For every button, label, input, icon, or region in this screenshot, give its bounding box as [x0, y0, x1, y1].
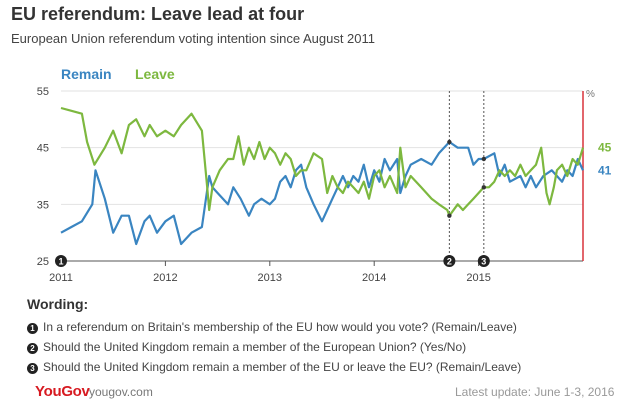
y-tick-label-35: 35: [37, 199, 49, 211]
wording-number-2: 2: [27, 343, 38, 354]
x-tick-label-2011: 2011: [49, 272, 73, 284]
question-marker-1: [55, 255, 67, 267]
x-tick-label-2012: 2012: [153, 272, 177, 284]
legend-remain: Remain: [61, 66, 112, 82]
wording-text-1: In a referendum on Britain's membership …: [43, 320, 517, 334]
wording-text-3: Should the United Kingdom remain a membe…: [43, 360, 522, 374]
question-marker-label-3: 3: [481, 257, 486, 267]
chart-title: EU referendum: Leave lead at four: [11, 4, 305, 24]
series-line-leave: [60, 106, 585, 217]
x-tick-label-2015: 2015: [466, 272, 490, 284]
y-axis-unit: %: [586, 89, 595, 100]
question-marker-2: [443, 255, 456, 267]
x-tick-label-2014: 2014: [362, 272, 386, 284]
line-chart: 25 35 45 55 % 2011 2012 2013 2014 2015 1 2 3 41 45: [37, 86, 612, 284]
question-marker-label-2: 2: [447, 257, 452, 267]
legend-leave: Leave: [135, 66, 175, 82]
wording-number-1: 1: [27, 323, 38, 334]
end-label-remain: 41: [598, 163, 612, 177]
crossing-dot-3-remain: [481, 156, 487, 162]
latest-update: Latest update: June 1-3, 2016: [455, 385, 615, 399]
wording-item-2: 2 Should the United Kingdom remain a memb…: [27, 340, 466, 354]
wording-number-3: 3: [27, 363, 38, 374]
end-label-leave: 45: [598, 141, 612, 155]
crossing-dot-2-leave: [447, 213, 452, 218]
wording-title: Wording:: [27, 296, 89, 312]
x-tick-label-2013: 2013: [258, 272, 282, 284]
y-tick-label-25: 25: [37, 256, 49, 268]
y-tick-label-55: 55: [37, 86, 49, 98]
footer-url[interactable]: yougov.com: [89, 385, 153, 399]
crossing-dot-3-leave: [481, 185, 487, 190]
wording-item-3: 3 Should the United Kingdom remain a memb…: [27, 360, 521, 374]
series-line-remain: [60, 140, 584, 246]
crossing-dot-2-remain: [447, 139, 452, 145]
wording-item-1: 1 In a referendum on Britain's membership…: [27, 320, 517, 334]
question-marker-3: [477, 255, 490, 267]
wording-text-2: Should the United Kingdom remain a membe…: [43, 340, 467, 354]
question-marker-label-1: 1: [58, 257, 63, 267]
yougov-logo: YouGov: [35, 383, 90, 400]
y-tick-label-45: 45: [37, 143, 49, 155]
chart-subtitle: European Union referendum voting intenti…: [11, 31, 376, 46]
